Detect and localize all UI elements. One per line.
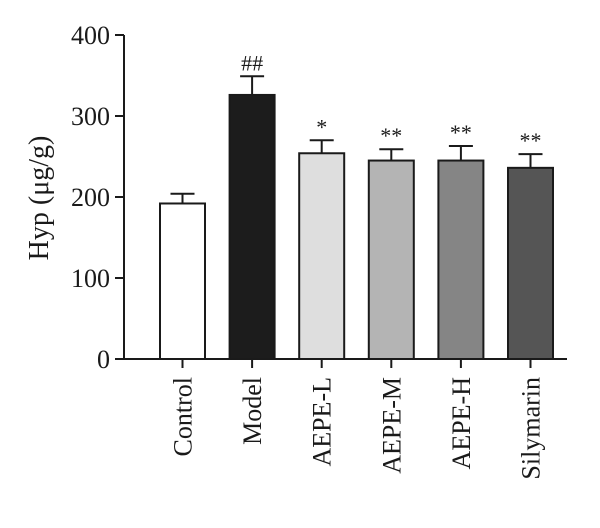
y-tick-label: 100 (71, 264, 110, 293)
bar-aepe-h (437, 159, 485, 360)
bar-aepe-m (367, 159, 415, 360)
y-tick-label: 300 (71, 102, 110, 131)
x-category-label: Control (169, 377, 198, 456)
bar-control (159, 202, 206, 360)
significance-marker: ** (450, 120, 472, 145)
x-category-label: AEPE-L (308, 377, 337, 467)
y-tick-label: 0 (97, 345, 110, 374)
significance-marker: ** (380, 123, 402, 148)
y-tick-label: 200 (71, 183, 110, 212)
significance-marker: * (316, 114, 327, 139)
x-category-label: AEPE-H (447, 377, 476, 470)
bar-silymarin (507, 166, 554, 360)
bar-aepe-l (298, 152, 346, 360)
y-tick-label: 400 (71, 21, 110, 50)
x-axis: Control Model AEPE-L AEPE-M AEPE-H Silymarin (124, 358, 567, 480)
y-axis: 0 100 200 300 400 (71, 21, 125, 374)
y-axis-label: Hyp (μg/g) (24, 136, 55, 261)
significance-marker: ## (241, 50, 263, 75)
x-category-label: AEPE-M (377, 377, 406, 474)
x-category-label: Silymarin (517, 377, 546, 480)
bars: ##* ** ** ** (159, 50, 554, 360)
bar-model (228, 93, 276, 360)
x-category-label: Model (238, 377, 267, 445)
significance-marker: ** (520, 128, 542, 153)
